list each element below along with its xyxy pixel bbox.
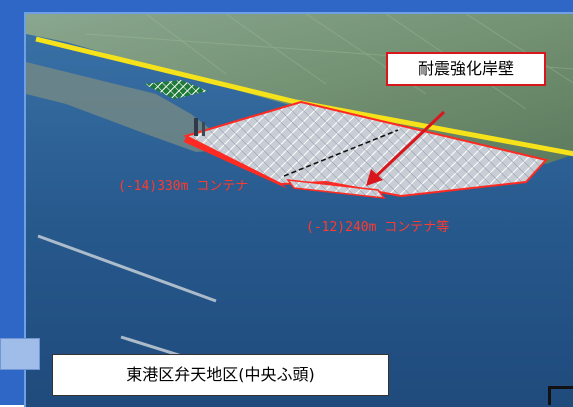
vessel-1 [194,118,198,136]
callout-label: 耐震強化岸壁 [418,59,514,78]
map-caption: 東港区弁天地区(中央ふ頭) [52,354,389,396]
corner-mark [548,386,573,405]
callout-earthquake-quay: 耐震強化岸壁 [386,52,546,86]
berth-label-330: (-14)330m コンテナ [118,175,248,194]
vessel-2 [202,122,205,136]
side-tab [0,338,40,370]
caption-label: 東港区弁天地区(中央ふ頭) [126,365,315,384]
berth-label-240: (-12)240m コンテナ等 [306,216,449,235]
